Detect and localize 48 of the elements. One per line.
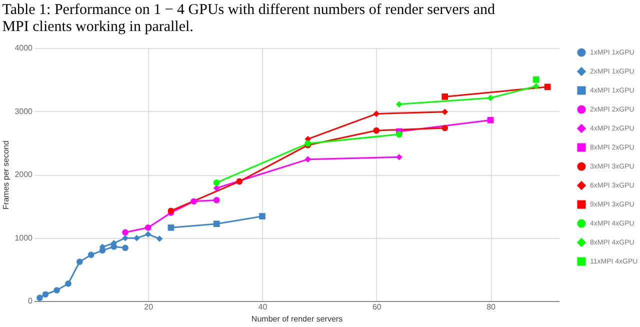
point bbox=[236, 178, 243, 185]
y-tick-label: 3000 bbox=[14, 106, 34, 116]
x-tick-label: 60 bbox=[372, 302, 382, 312]
x-tick-label: 80 bbox=[486, 302, 496, 312]
point bbox=[259, 213, 266, 220]
y-tick-label: 1000 bbox=[14, 233, 34, 242]
point bbox=[442, 124, 448, 132]
point bbox=[304, 156, 312, 162]
y-tick-label: 0 bbox=[28, 296, 34, 306]
point bbox=[213, 220, 220, 227]
x-tick-label: 40 bbox=[258, 302, 268, 312]
point bbox=[144, 231, 152, 238]
point bbox=[533, 83, 540, 90]
point bbox=[487, 94, 494, 102]
point bbox=[54, 287, 60, 294]
x-tick-label: 20 bbox=[144, 302, 154, 312]
point bbox=[533, 76, 540, 83]
point bbox=[76, 258, 83, 265]
y-tick-label: 2000 bbox=[14, 170, 34, 179]
point bbox=[168, 224, 174, 231]
point bbox=[144, 224, 152, 231]
point bbox=[122, 229, 128, 236]
point bbox=[156, 236, 163, 242]
point bbox=[373, 110, 380, 117]
point bbox=[36, 294, 43, 301]
point bbox=[88, 252, 94, 258]
point bbox=[42, 291, 49, 298]
point bbox=[442, 108, 448, 116]
text: Table 1: Performance on 1 − 4 GPUs with different numbers of render servers and bbox=[2, 2, 496, 18]
point bbox=[213, 196, 220, 204]
point bbox=[213, 180, 220, 186]
point bbox=[134, 234, 140, 242]
point bbox=[396, 154, 402, 160]
y-axis-title: Frames per second bbox=[2, 140, 11, 210]
point bbox=[396, 131, 402, 138]
y-tick-label: 4000 bbox=[14, 44, 34, 52]
point bbox=[544, 84, 551, 90]
point bbox=[396, 101, 402, 108]
point bbox=[122, 234, 128, 242]
point bbox=[190, 198, 197, 205]
text: MPI clients working in parallel. bbox=[2, 19, 194, 35]
x-axis-title: Number of render servers bbox=[251, 314, 343, 324]
point bbox=[442, 94, 448, 100]
point bbox=[487, 116, 494, 124]
point bbox=[213, 184, 220, 192]
point bbox=[122, 244, 128, 252]
point bbox=[373, 127, 380, 134]
point bbox=[65, 280, 72, 287]
